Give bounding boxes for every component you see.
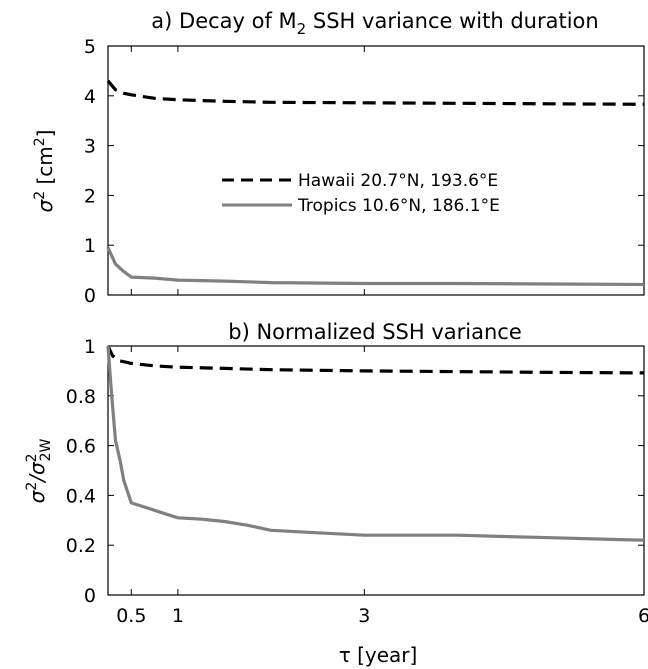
series-line-tropics <box>106 345 645 542</box>
y-tick-label: 0.4 <box>66 485 96 507</box>
panel-b-y-axis-label: σ2/σ22W <box>24 438 54 503</box>
panel-a-title: a) Decay of M2 SSH variance with duratio… <box>151 9 598 38</box>
panel-b-x-ticks: 0.5 1 3 6 <box>116 346 648 627</box>
y-tick-label: 0 <box>84 585 96 607</box>
y-tick-label: 0 <box>84 285 96 307</box>
panel-b-axes-frame <box>107 345 645 596</box>
series-line-hawaii <box>106 79 645 106</box>
panel-a-x-ticks <box>130 46 645 295</box>
legend-hawaii-label: Hawaii 20.7°N, 193.6°E <box>298 171 498 191</box>
x-tick-label: 1 <box>172 605 184 627</box>
y-tick-label: 0.6 <box>66 436 96 458</box>
panel-b-series <box>106 345 645 542</box>
panel-a-axes-frame <box>107 45 645 296</box>
panel-a: a) Decay of M2 SSH variance with duratio… <box>32 9 645 307</box>
panel-b-y-ticks: 0 0.2 0.4 0.6 0.8 1 <box>66 336 644 607</box>
x-axis-label: τ [year] <box>339 643 418 667</box>
x-tick-label: 0.5 <box>116 605 146 627</box>
y-tick-label: 5 <box>84 36 96 58</box>
panel-a-series <box>106 79 645 287</box>
y-tick-label: 1 <box>84 336 96 358</box>
panel-a-y-axis-label: σ2 [cm2] <box>32 130 57 213</box>
legend-tropics-label: Tropics 10.6°N, 186.1°E <box>297 196 500 216</box>
x-tick-label: 3 <box>358 605 370 627</box>
panel-a-legend: Hawaii 20.7°N, 193.6°E Tropics 10.6°N, 1… <box>222 171 500 216</box>
y-tick-label: 0.2 <box>66 535 96 557</box>
y-tick-label: 3 <box>84 136 96 158</box>
panel-b: b) Normalized SSH variance 0 0.2 0.4 0.6 0.8… <box>24 320 648 667</box>
series-line-tropics <box>106 247 645 287</box>
y-tick-label: 4 <box>84 86 96 108</box>
series-line-hawaii <box>106 345 645 375</box>
y-tick-label: 0.8 <box>66 386 96 408</box>
panel-b-title: b) Normalized SSH variance <box>228 320 522 344</box>
panel-a-y-ticks: 0 1 2 3 4 5 <box>84 36 644 307</box>
y-tick-label: 1 <box>84 235 96 257</box>
y-tick-label: 2 <box>84 185 96 207</box>
x-tick-label: 6 <box>638 605 648 627</box>
